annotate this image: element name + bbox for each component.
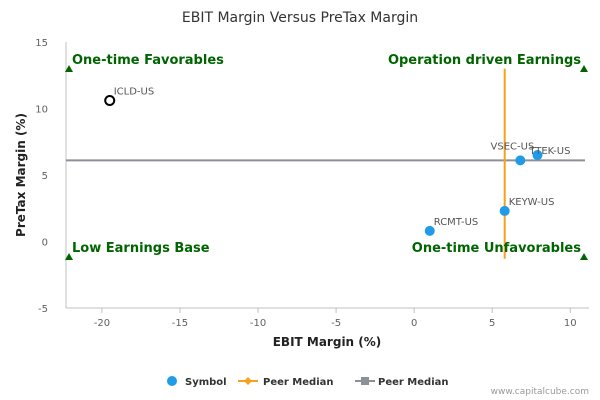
legend-label: Peer Median: [263, 377, 334, 388]
x-tick-label: 10: [564, 318, 577, 329]
data-point: [515, 155, 526, 166]
chart-legend: Symbol Peer Median Peer Median: [167, 376, 449, 388]
quadrant-label-top-left: One-time Favorables: [72, 53, 224, 68]
x-tick-label: -5: [331, 318, 341, 329]
data-point: [499, 205, 510, 216]
y-axis-title: PreTax Margin (%): [14, 113, 28, 237]
data-point: [424, 225, 435, 236]
legend-symbol-marker: [167, 376, 177, 386]
peer-median-lines: [66, 68, 585, 259]
data-point: [532, 150, 543, 161]
y-tick-label: -5: [38, 304, 48, 315]
data-point-label: ICLD-US: [114, 87, 154, 98]
credit-text: www.capitalcube.com: [491, 387, 589, 397]
quadrant-marker-top-left: [65, 65, 73, 72]
chart-title: EBIT Margin Versus PreTax Margin: [182, 10, 418, 26]
y-tick-label: 0: [42, 238, 48, 249]
x-axis-title: EBIT Margin (%): [273, 335, 382, 349]
legend-peer-median-vertical-marker: [244, 377, 252, 385]
y-tick-label: 5: [42, 171, 48, 182]
legend-label: Peer Median: [378, 377, 449, 388]
legend-peer-median-horizontal-marker: [361, 377, 369, 385]
data-point-label: VSEC-US: [491, 141, 535, 152]
x-tick-label: -10: [250, 318, 266, 329]
quadrant-label-bottom-left: Low Earnings Base: [72, 241, 210, 256]
axis-ticks: -20 -15 -10 -5 0 5 10 -5 0 5 10 15: [35, 38, 576, 329]
data-point: [104, 95, 116, 107]
x-tick-label: -20: [94, 318, 110, 329]
y-tick-label: 10: [35, 105, 48, 116]
quadrant-marker-bottom-right: [580, 253, 588, 260]
legend-label: Symbol: [185, 377, 227, 388]
quadrant-marker-top-right: [580, 65, 588, 72]
x-tick-label: -15: [172, 318, 188, 329]
x-tick-label: 0: [411, 318, 417, 329]
quadrant-label-bottom-right: One-time Unfavorables: [412, 241, 581, 256]
data-point-label: KEYW-US: [509, 197, 555, 208]
y-tick-label: 15: [35, 38, 48, 49]
data-point-label: TTEK-US: [528, 146, 570, 157]
quadrant-label-top-right: Operation driven Earnings: [388, 53, 581, 68]
plot-axes: [65, 42, 589, 309]
quadrant-marker-bottom-left: [65, 253, 73, 260]
quadrant-annotations: One-time Favorables Operation driven Earn…: [65, 53, 588, 260]
x-tick-label: 5: [489, 318, 495, 329]
data-point-label: RCMT-US: [434, 217, 479, 228]
